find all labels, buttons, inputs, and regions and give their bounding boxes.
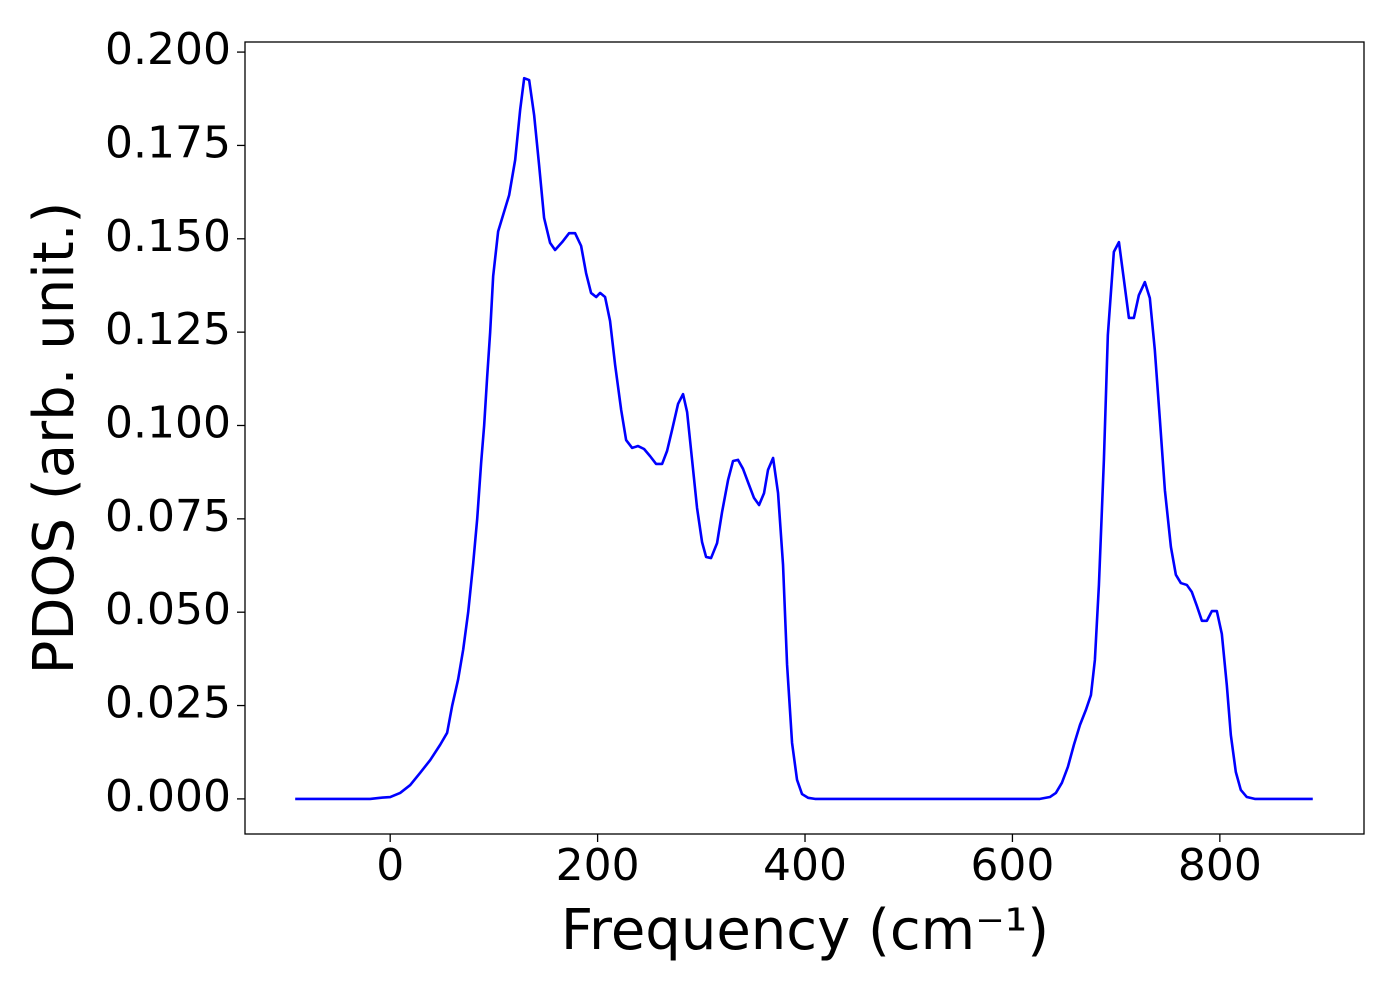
y-tick-label: 0.125: [105, 304, 231, 355]
y-tick-label: 0.025: [105, 678, 231, 729]
data-line: [295, 76, 1313, 801]
plot-frame: [244, 41, 1365, 835]
y-tick-label: 0.150: [105, 211, 231, 262]
x-tick-label: 400: [763, 840, 847, 891]
y-tick-label: 0.100: [105, 397, 231, 448]
x-tick-label: 800: [1178, 840, 1262, 891]
y-tick-label: 0.200: [105, 24, 231, 75]
x-tick-label: 600: [970, 840, 1054, 891]
y-tick-label: 0.050: [105, 584, 231, 635]
y-tick-label: 0.075: [105, 491, 231, 542]
y-tick-label: 0.000: [105, 771, 231, 822]
y-axis-label: PDOS (arb. unit.): [22, 202, 87, 675]
x-tick-label: 200: [556, 840, 640, 891]
y-tick-label: 0.175: [105, 117, 231, 168]
x-tick-label: 0: [376, 840, 404, 891]
x-axis-label: Frequency (cm⁻¹): [561, 898, 1049, 963]
